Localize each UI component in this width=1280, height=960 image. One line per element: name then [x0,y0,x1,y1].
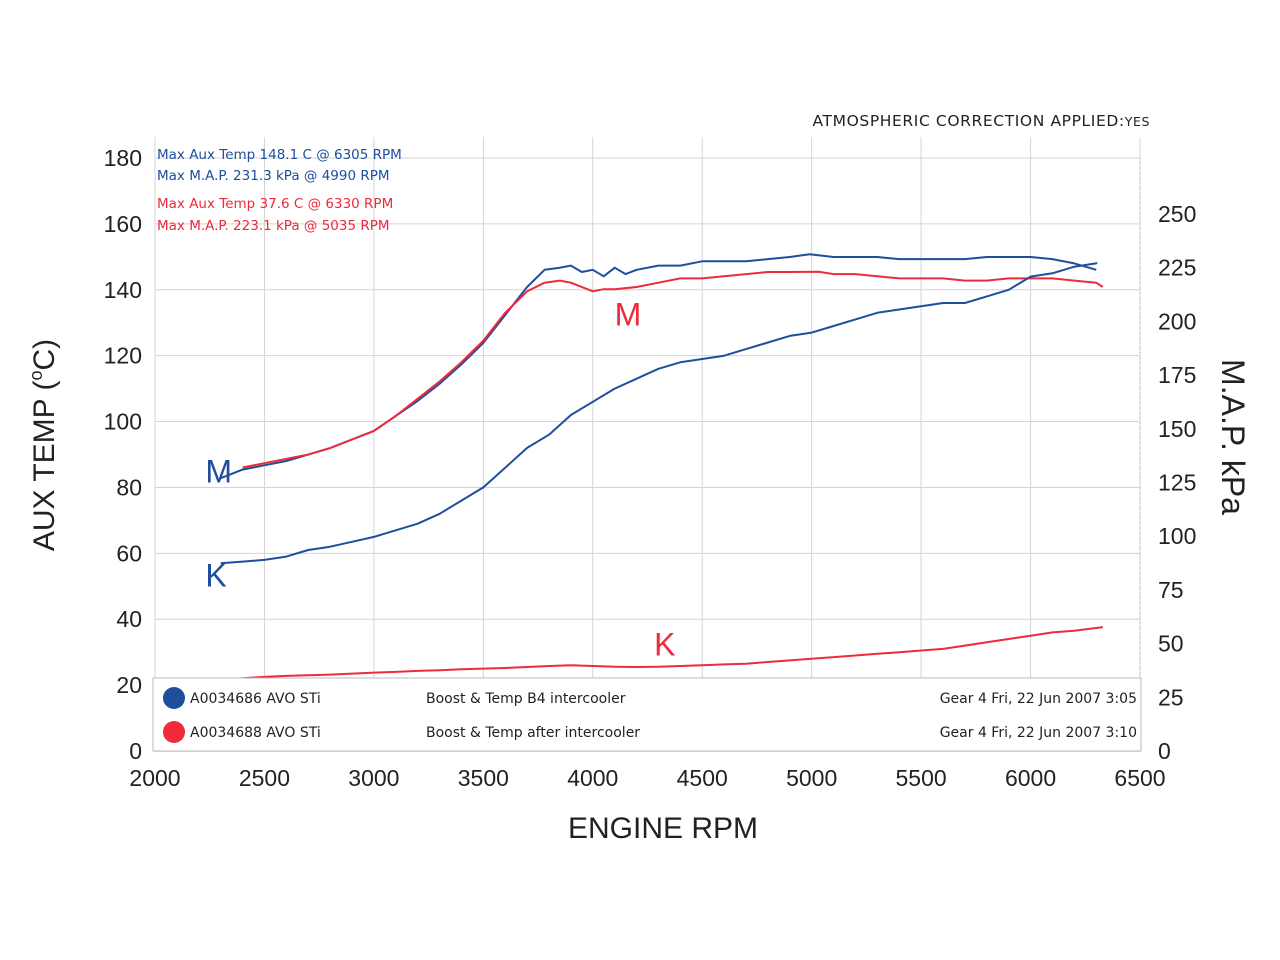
y-right-tick-label: 50 [1158,631,1184,657]
x-tick-label: 4000 [567,765,618,791]
y-left-tick-label: 20 [116,672,142,698]
legend-frame [152,677,1142,752]
x-tick-label: 2000 [129,765,180,791]
y-left-axis-title: AUX TEMP (oC) [26,339,61,551]
y-right-tick-label: 225 [1158,255,1196,281]
legend-description: Boost & Temp after intercooler [426,725,640,741]
curve-label: M [205,454,232,490]
x-tick-label: 2500 [239,765,290,791]
max-note: Max Aux Temp 148.1 C @ 6305 RPM [157,147,402,163]
y-right-tick-label: 75 [1158,577,1184,603]
svg-text:AUX TEMP (oC): AUX TEMP (oC) [26,339,61,551]
y-left-tick-label: 40 [116,606,142,632]
y-left-tick-labels: 0 20 40 60 80 100 120 140 160 180 [104,145,142,764]
legend-info: Gear 4 Fri, 22 Jun 2007 3:05 [940,691,1137,707]
x-tick-label: 3000 [348,765,399,791]
curve-label: K [205,557,226,593]
y-right-tick-label: 200 [1158,308,1196,334]
atmospheric-note: ATMOSPHERIC CORRECTION APPLIED:YES [813,112,1150,130]
y-left-tick-label: 180 [104,145,142,171]
x-tick-label: 3500 [458,765,509,791]
series-line [242,270,1104,469]
degree-superscript: o [26,371,46,381]
x-tick-labels: 2000 2500 3000 3500 4000 4500 5000 5500 6000 6500 [129,765,1165,791]
y-left-tick-label: 100 [104,409,142,435]
curve-label: K [654,626,675,662]
curve-labels: M M K K [205,297,675,663]
x-tick-label: 5500 [896,765,947,791]
legend-swatch [163,721,185,743]
y-left-tick-label: 0 [129,738,142,764]
curve-label: M [615,297,642,333]
y-right-tick-label: 250 [1158,201,1196,227]
legend-swatch [163,687,185,709]
max-note: Max Aux Temp 37.6 C @ 6330 RPM [157,196,393,212]
y-right-tick-label: 175 [1158,362,1196,388]
y-left-tick-label: 60 [116,540,142,566]
x-tick-label: 5000 [786,765,837,791]
x-axis-title: ENGINE RPM [568,812,758,845]
svg-text:M.A.P. kPa: M.A.P. kPa [1215,359,1251,515]
y-right-tick-label: 0 [1158,738,1171,764]
series-line [220,253,1097,480]
legend-box: A0034686 AVO STi Boost & Temp B4 intercoo… [152,677,1142,752]
x-tick-label: 6000 [1005,765,1056,791]
legend-description: Boost & Temp B4 intercooler [426,691,626,707]
y-right-tick-labels: 0 25 50 75 100 125 150 175 200 225 250 [1158,201,1196,764]
legend-info: Gear 4 Fri, 22 Jun 2007 3:10 [940,725,1137,741]
x-tick-label: 4500 [677,765,728,791]
x-tick-label: 6500 [1114,765,1165,791]
y-left-tick-label: 120 [104,343,142,369]
atmospheric-note-value: YES [1124,114,1150,129]
max-note: Max M.A.P. 231.3 kPa @ 4990 RPM [157,168,390,184]
y-right-tick-label: 100 [1158,523,1196,549]
y-right-tick-label: 125 [1158,470,1196,496]
y-left-tick-label: 160 [104,211,142,237]
series-line [220,262,1098,565]
legend-run: A0034688 AVO STi [190,725,321,741]
y-left-tick-label: 140 [104,277,142,303]
y-right-axis-title: M.A.P. kPa [1215,359,1251,515]
max-notes: Max Aux Temp 148.1 C @ 6305 RPM Max M.A.P… [157,147,402,234]
plot-curves [220,253,1104,680]
series-line [238,626,1103,680]
y-right-tick-label: 25 [1158,684,1184,710]
y-right-tick-label: 150 [1158,416,1196,442]
y-left-tick-label: 80 [116,474,142,500]
legend-run: A0034686 AVO STi [190,691,321,707]
max-note: Max M.A.P. 223.1 kPa @ 5035 RPM [157,218,390,234]
